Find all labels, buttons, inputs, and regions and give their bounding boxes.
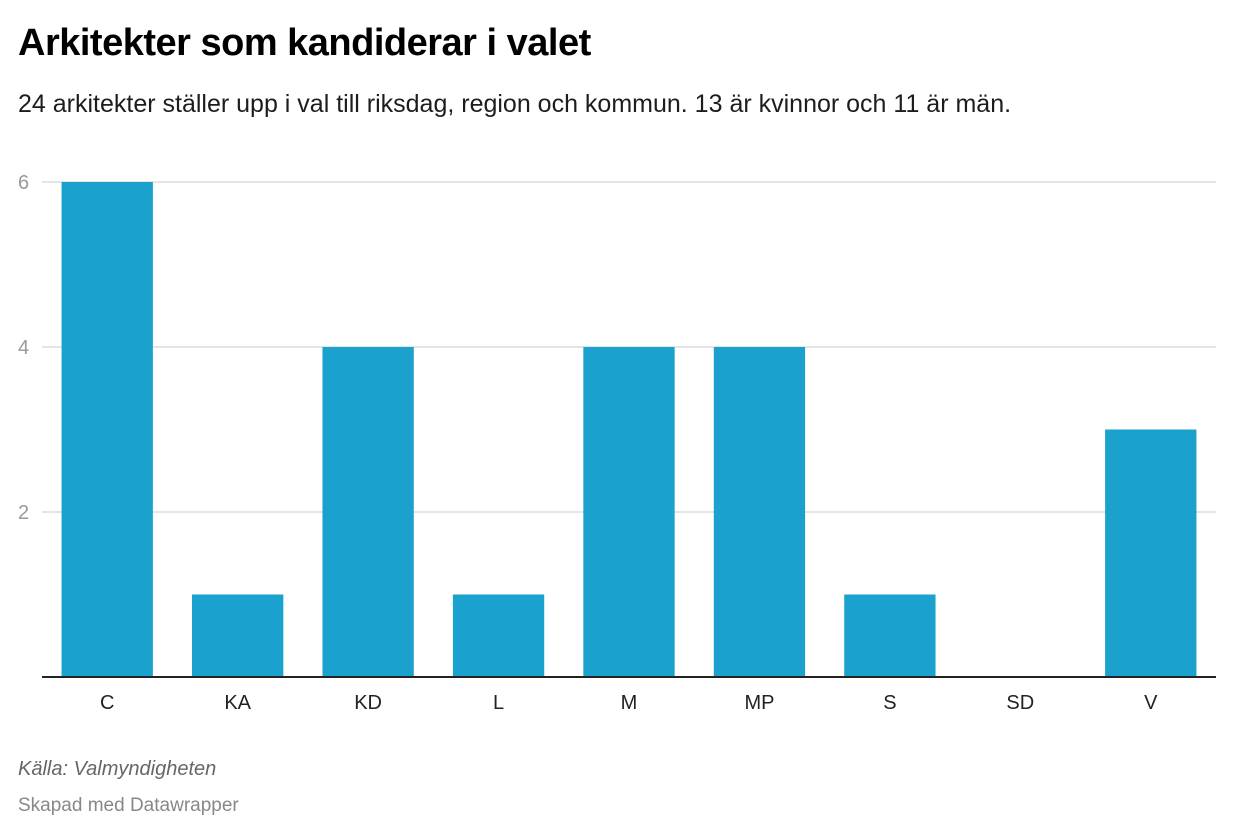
chart-title: Arkitekter som kandiderar i valet	[18, 22, 591, 64]
y-tick-label: 4	[18, 337, 29, 359]
x-tick-label: KD	[354, 692, 382, 714]
bar-l	[452, 594, 545, 677]
x-tick-label: V	[1144, 692, 1158, 714]
x-tick-label: KA	[224, 692, 251, 714]
x-axis-ticks: C KA KD L M MP S SD V	[100, 692, 1158, 714]
bar-mp	[713, 347, 806, 677]
y-tick-label: 6	[18, 172, 29, 194]
bar-m	[583, 347, 675, 677]
bar-chart: 2 4 6 C KA KD L M MP S SD V	[18, 172, 1216, 714]
bar-v	[1105, 429, 1197, 677]
y-axis-ticks: 2 4 6	[18, 172, 29, 524]
bar-kd	[322, 347, 414, 677]
credit-note: Skapad med Datawrapper	[18, 795, 239, 816]
bar-s	[844, 594, 936, 677]
x-tick-label: C	[100, 692, 114, 714]
bars	[61, 182, 1197, 677]
x-tick-label: SD	[1006, 692, 1034, 714]
bar-ka	[192, 594, 284, 677]
y-tick-label: 2	[18, 502, 29, 524]
x-tick-label: S	[883, 692, 896, 714]
x-tick-label: M	[621, 692, 638, 714]
x-tick-label: L	[493, 692, 504, 714]
source-note: Källa: Valmyndigheten	[18, 758, 217, 780]
chart-subtitle: 24 arkitekter ställer upp i val till rik…	[18, 90, 1012, 118]
x-tick-label: MP	[744, 692, 774, 714]
bar-c	[61, 182, 153, 677]
